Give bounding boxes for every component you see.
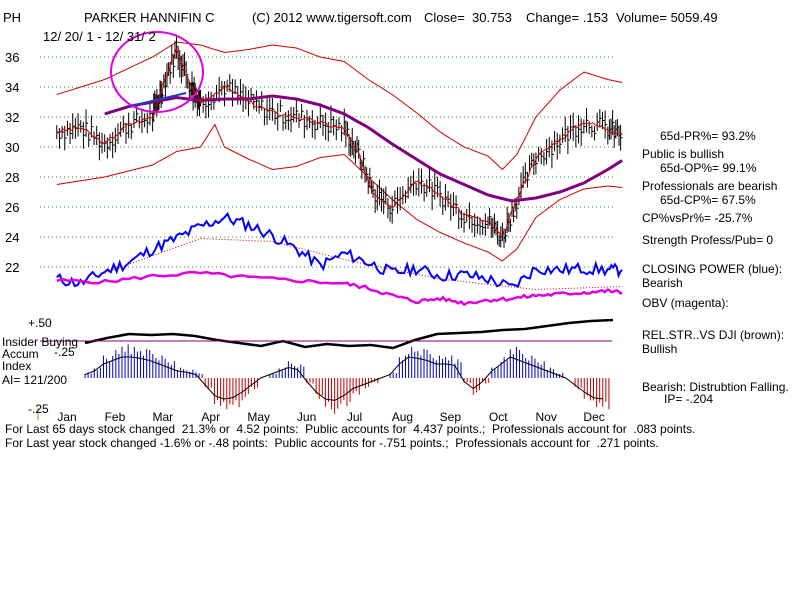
y-tick-34: 34 (5, 80, 19, 95)
change-value: Change= .153 (526, 10, 609, 25)
accum-label: Accum (2, 347, 39, 361)
rel-strength-line (84, 318, 614, 350)
month-tick-oct: Oct (489, 410, 508, 424)
month-tick-jan: Jan (57, 410, 76, 424)
public-status: Public is bullish (642, 147, 725, 161)
bearish-label: Bearish: Distrubtion Falling. (642, 380, 789, 394)
y-tick-24: 24 (5, 230, 19, 245)
month-tick-apr: Apr (201, 410, 220, 424)
month-tick-jun: Jun (297, 410, 316, 424)
y-tick-28: 28 (5, 170, 19, 185)
closing-power-label: CLOSING POWER (blue): (642, 262, 783, 276)
closing-power-trend (104, 237, 623, 291)
y-tick-30: 30 (5, 140, 19, 155)
upper-band-line (56, 41, 623, 171)
footer-65-days: For Last 65 days stock changed 21.3% or … (5, 422, 696, 436)
month-tick-may: May (247, 410, 270, 424)
accum-line (84, 356, 603, 401)
lower-band-line (56, 123, 623, 262)
cp-vs-pr: CP%vsPr%= -25.7% (642, 211, 753, 225)
month-tick-sep: Sep (440, 410, 462, 424)
ticker-label: PH (3, 10, 22, 25)
cp-percent: 65d-CP%= 67.5% (660, 193, 756, 207)
date-range: 12/ 20/ 1 - 12/ 31/ 2 (43, 29, 156, 44)
y-tick-26: 26 (5, 200, 19, 215)
insider-buying: Insider Buying (2, 335, 79, 349)
closing-power-value: Bearish (642, 276, 683, 290)
rel-str-value: Bullish (642, 342, 678, 356)
month-tick-jul: Jul (347, 410, 362, 424)
month-tick-aug: Aug (392, 410, 413, 424)
ai-value: AI= 121/200 (2, 373, 68, 387)
company-name: PARKER HANNIFIN C (84, 10, 215, 25)
y-tick-36: 36 (5, 50, 19, 65)
rel-str-plus50: +.50 (28, 316, 52, 330)
professionals-status: Professionals are bearish (642, 179, 778, 193)
copyright: (C) 2012 www.tigersoft.com (252, 10, 412, 25)
y-tick-22: 22 (5, 260, 19, 275)
moving-average-line (104, 94, 623, 203)
op-percent: 65d-OP%= 99.1% (660, 161, 757, 175)
footer-year: For Last year stock changed -1.6% or -.4… (5, 436, 659, 450)
short-ma-line (56, 47, 623, 236)
y-tick-32: 32 (5, 110, 19, 125)
obv-label: OBV (magenta): (642, 296, 729, 310)
ip-value: IP= -.204 (664, 392, 714, 406)
close-value: Close= 30.753 (424, 10, 512, 25)
pr-percent: 65d-PR%= 93.2% (660, 129, 756, 143)
volume-value: Volume= 5059.49 (616, 10, 718, 25)
strength-ratio: Strength Profess/Pub= 0 (642, 233, 774, 247)
trendline (128, 92, 187, 108)
obv-line (56, 270, 623, 307)
month-tick-dec: Dec (583, 410, 604, 424)
month-tick-nov: Nov (535, 410, 556, 424)
accum-bottom: -.25 (28, 402, 49, 416)
rel-str-label: REL.STR..VS DJI (brown): (642, 328, 785, 342)
index-label: Index (2, 359, 32, 373)
accum-minus25: -.25 (54, 345, 75, 359)
closing-power-line (56, 211, 623, 288)
month-tick-mar: Mar (152, 410, 173, 424)
month-tick-feb: Feb (105, 410, 126, 424)
annotation-circle (110, 31, 204, 113)
